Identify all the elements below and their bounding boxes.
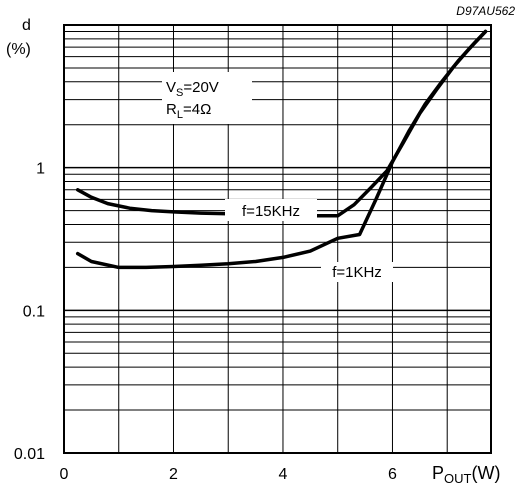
x-tick-label: 2 <box>169 466 178 483</box>
series-line <box>75 29 488 218</box>
y-tick-label: 0.01 <box>14 446 45 463</box>
x-axis-label: POUT(W) <box>432 463 500 486</box>
y-tick-label: 0.1 <box>23 303 45 320</box>
conditions-box: VS=20V RL=4Ω <box>162 72 252 124</box>
y-axis-label: d <box>22 17 31 34</box>
labels-layer: D97AU562 d (%) POUT(W) 0 2 4 6 0.01 0.1 1 <box>6 4 515 486</box>
series-label: f=1KHz <box>332 264 382 281</box>
series-label-background <box>225 199 317 221</box>
y-tick-label: 1 <box>36 161 45 178</box>
series-layer: f=15KHz f=1KHz <box>75 29 488 282</box>
condition-supply-voltage: VS=20V <box>166 79 219 99</box>
condition-load-resistance: RL=4Ω <box>166 101 211 121</box>
chart-code: D97AU562 <box>456 4 515 18</box>
series-line <box>75 29 488 270</box>
conditions-background <box>162 72 252 124</box>
chart-grid <box>63 24 492 454</box>
series-label-background <box>321 262 393 282</box>
x-tick-label: 6 <box>388 466 397 483</box>
plot-frame <box>63 24 492 454</box>
y-axis-unit: (%) <box>6 41 31 58</box>
x-tick-label: 4 <box>279 466 288 483</box>
x-tick-label: 0 <box>60 466 69 483</box>
series-label: f=15KHz <box>242 203 300 220</box>
